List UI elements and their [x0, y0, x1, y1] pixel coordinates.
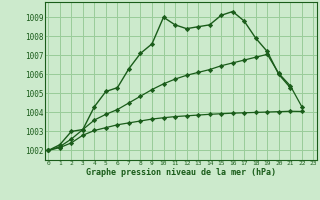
- X-axis label: Graphe pression niveau de la mer (hPa): Graphe pression niveau de la mer (hPa): [86, 168, 276, 177]
